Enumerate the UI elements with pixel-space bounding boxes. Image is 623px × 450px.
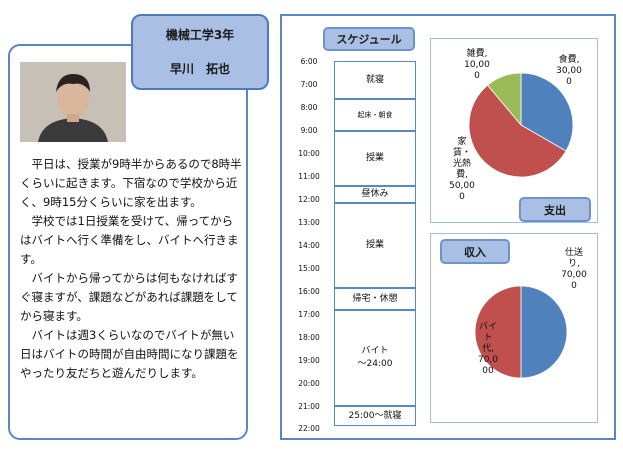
student-name: 早川 拓也 bbox=[169, 62, 230, 76]
schedule-block-parttime: バイト ～24:00 bbox=[334, 310, 416, 406]
time-label: 9:00 bbox=[300, 126, 318, 135]
income-slice-0 bbox=[520, 285, 568, 379]
time-label: 11:00 bbox=[298, 172, 320, 181]
expense-label-food: 食費, 30,00 0 bbox=[556, 55, 582, 87]
time-label: 8:00 bbox=[300, 103, 318, 112]
time-label: 17:00 bbox=[298, 310, 320, 319]
expense-chart: 雑費, 10,00 0 食費, 30,00 0 家 賃・ 光熱 費, 50,00… bbox=[430, 38, 598, 223]
bio-text: 平日は、授業が9時半からあるので8時半くらいに起きます。下宿なので学校から近く、… bbox=[20, 157, 242, 380]
time-label: 20:00 bbox=[298, 379, 320, 388]
time-label: 7:00 bbox=[300, 80, 318, 89]
time-label: 22:00 bbox=[298, 424, 320, 433]
expense-slice-0 bbox=[520, 72, 574, 152]
income-label-parttime: バイ ト 代, 70,0 00 bbox=[477, 322, 499, 376]
time-label: 15:00 bbox=[298, 264, 320, 273]
profile-photo bbox=[20, 62, 126, 142]
time-label: 16:00 bbox=[298, 287, 320, 296]
expense-pie bbox=[468, 72, 574, 178]
department-label: 機械工学3年 bbox=[165, 28, 235, 42]
time-label: 10:00 bbox=[298, 149, 320, 158]
income-chart: 仕送 り, 70,00 0 バイ ト 代, 70,0 00 bbox=[430, 233, 598, 423]
schedule-title: スケジュール bbox=[323, 27, 415, 51]
expense-slice-2 bbox=[487, 72, 522, 127]
time-label: 21:00 bbox=[298, 402, 320, 411]
income-label-allowance: 仕送 り, 70,00 0 bbox=[561, 248, 587, 291]
schedule-block-lunch: 昼休み bbox=[334, 186, 416, 203]
time-label: 19:00 bbox=[298, 356, 320, 365]
schedule-block-sleep: 就寝 bbox=[334, 61, 416, 99]
schedule-block-breakfast: 起床・朝食 bbox=[334, 99, 416, 131]
time-label: 13:00 bbox=[298, 218, 320, 227]
income-chart-title: 収入 bbox=[440, 239, 510, 264]
schedule-block-bedtime: 25:00～就寝 bbox=[334, 406, 416, 426]
schedule-block-rest: 帰宅・休憩 bbox=[334, 288, 416, 310]
income-pie bbox=[474, 285, 568, 379]
expense-slice-1 bbox=[468, 84, 567, 178]
time-label: 12:00 bbox=[298, 195, 320, 204]
profile-header: 機械工学3年 早川 拓也 bbox=[131, 14, 269, 90]
income-slice-1 bbox=[474, 285, 522, 379]
time-label: 18:00 bbox=[298, 333, 320, 342]
expense-label-misc: 雑費, 10,00 0 bbox=[464, 49, 490, 81]
time-label: 6:00 bbox=[300, 57, 318, 66]
schedule-block-class-pm: 授業 bbox=[334, 203, 416, 288]
expense-chart-title: 支出 bbox=[519, 197, 591, 222]
time-label: 14:00 bbox=[298, 241, 320, 250]
schedule-block-class-am: 授業 bbox=[334, 131, 416, 186]
expense-label-rent: 家 賃・ 光熱 費, 50,00 0 bbox=[449, 137, 475, 202]
